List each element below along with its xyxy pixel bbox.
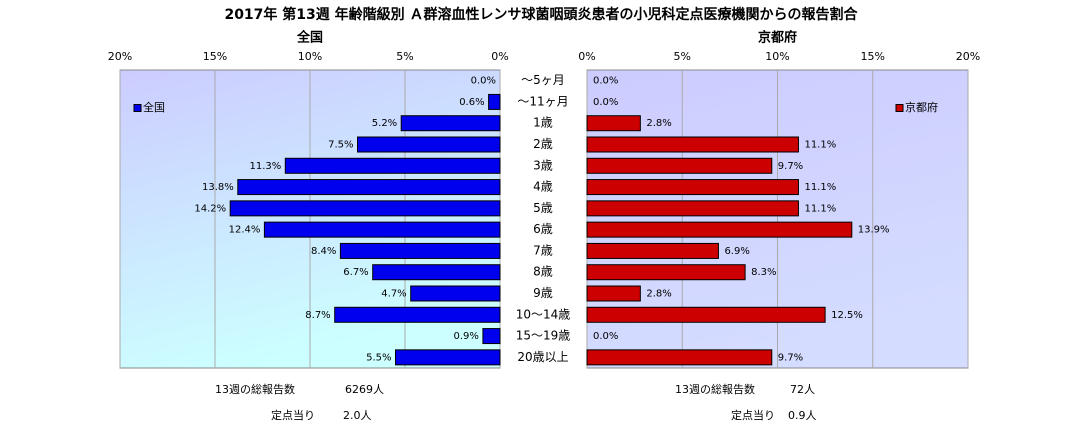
bar xyxy=(263,221,501,238)
value-label: 13.9% xyxy=(858,225,890,236)
x-tick-label: 10% xyxy=(765,50,789,63)
x-tick-label: 5% xyxy=(396,50,413,63)
value-label: 9.7% xyxy=(778,161,803,172)
x-tick-label: 20% xyxy=(108,50,132,63)
value-label: 8.7% xyxy=(305,310,330,321)
value-label: 2.8% xyxy=(646,118,671,129)
category-label: 2歳 xyxy=(533,137,553,151)
bar xyxy=(586,264,746,281)
subtitle: 京都府 xyxy=(758,30,797,46)
bar xyxy=(586,200,799,217)
category-label: 7歳 xyxy=(533,243,553,257)
bar xyxy=(586,221,853,238)
x-tick-label: 10% xyxy=(298,50,322,63)
bar xyxy=(357,136,501,153)
legend-swatch xyxy=(895,104,904,112)
value-label: 7.5% xyxy=(328,140,353,151)
category-label: 9歳 xyxy=(533,286,553,300)
value-label: 12.4% xyxy=(229,225,261,236)
x-tick-label: 0% xyxy=(578,50,595,63)
x-tick-label: 0% xyxy=(491,50,508,63)
bar xyxy=(586,179,799,196)
note-value: 0.9人 xyxy=(788,409,817,422)
chart-title: 2017年 第13週 年齢階級別 Ａ群溶血性レンサ球菌咽頭炎患者の小児科定点医療… xyxy=(224,6,858,23)
note-value: 6269人 xyxy=(345,383,384,396)
value-label: 11.3% xyxy=(250,161,282,172)
category-label: 3歳 xyxy=(533,158,553,172)
note-label: 13週の総報告数 xyxy=(675,382,755,396)
category-label: 6歳 xyxy=(533,222,553,236)
category-label: ～11ヶ月 xyxy=(517,94,568,108)
bar xyxy=(334,306,501,323)
bar xyxy=(586,242,719,259)
value-label: 9.7% xyxy=(778,352,803,363)
legend-label: 全国 xyxy=(143,100,165,114)
legend-label: 京都府 xyxy=(905,100,938,114)
bar xyxy=(339,242,501,259)
bar xyxy=(237,179,501,196)
bar xyxy=(586,285,641,302)
value-label: 11.1% xyxy=(804,182,836,193)
bar xyxy=(586,136,799,153)
bar xyxy=(400,115,501,132)
bar xyxy=(586,157,773,174)
value-label: 12.5% xyxy=(831,310,863,321)
bar xyxy=(586,349,773,366)
category-label: 10～14歳 xyxy=(516,307,571,321)
category-label: 4歳 xyxy=(533,180,553,194)
category-label: ～5ヶ月 xyxy=(521,73,565,87)
value-label: 0.0% xyxy=(471,76,496,87)
category-label: 8歳 xyxy=(533,265,553,279)
value-label: 0.6% xyxy=(459,97,484,108)
value-label: 0.0% xyxy=(593,76,618,87)
value-label: 0.9% xyxy=(453,331,478,342)
category-label: 15～19歳 xyxy=(516,329,571,343)
bar xyxy=(586,306,826,323)
value-label: 8.4% xyxy=(311,246,336,257)
note-value: 72人 xyxy=(790,383,815,396)
value-label: 11.1% xyxy=(804,203,836,214)
bar xyxy=(372,264,501,281)
note-value: 2.0人 xyxy=(343,409,372,422)
value-label: 6.9% xyxy=(724,246,749,257)
category-label: 1歳 xyxy=(533,116,553,130)
note-label: 定点当り xyxy=(731,408,775,422)
category-label: 5歳 xyxy=(533,201,553,215)
bar xyxy=(284,157,501,174)
legend-swatch xyxy=(133,104,142,112)
value-label: 13.8% xyxy=(202,182,234,193)
note-label: 定点当り xyxy=(271,408,315,422)
value-label: 14.2% xyxy=(194,203,226,214)
category-label: 20歳以上 xyxy=(517,350,568,364)
bar xyxy=(586,115,641,132)
bar xyxy=(229,200,501,217)
value-label: 0.0% xyxy=(593,331,618,342)
value-label: 4.7% xyxy=(381,289,406,300)
subtitle: 全国 xyxy=(296,30,323,46)
x-tick-label: 15% xyxy=(861,50,885,63)
x-tick-label: 20% xyxy=(956,50,980,63)
bar xyxy=(410,285,501,302)
value-label: 5.5% xyxy=(366,352,391,363)
value-label: 11.1% xyxy=(804,140,836,151)
x-tick-label: 15% xyxy=(203,50,227,63)
value-label: 6.7% xyxy=(343,267,368,278)
bar xyxy=(488,93,501,110)
note-label: 13週の総報告数 xyxy=(215,382,295,396)
bar xyxy=(482,328,501,345)
value-label: 2.8% xyxy=(646,289,671,300)
bar xyxy=(395,349,501,366)
value-label: 5.2% xyxy=(372,118,397,129)
value-label: 0.0% xyxy=(593,97,618,108)
value-label: 8.3% xyxy=(751,267,776,278)
x-tick-label: 5% xyxy=(674,50,691,63)
